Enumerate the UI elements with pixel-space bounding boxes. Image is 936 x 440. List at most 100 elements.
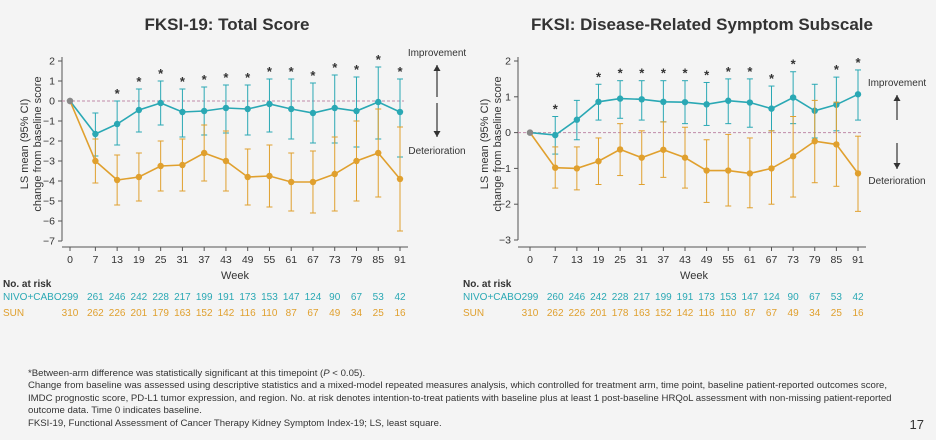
significance-star: * [704, 67, 710, 82]
footnote-significance: *Between-arm difference was statisticall… [28, 368, 366, 379]
y-tick-label: −4 [43, 176, 55, 188]
at-risk-count: 242 [590, 292, 607, 303]
y-tick-label: −1 [43, 116, 55, 128]
data-point [309, 178, 317, 186]
at-risk-count: 261 [87, 292, 104, 303]
at-risk-count: 260 [547, 292, 564, 303]
x-tick-label: 91 [852, 254, 864, 266]
data-point [375, 149, 382, 157]
x-tick-label: 7 [552, 254, 558, 266]
data-point [660, 98, 667, 106]
data-point [288, 105, 295, 113]
at-risk-count: 310 [62, 308, 79, 319]
at-risk-count: 49 [788, 308, 800, 319]
data-point [179, 161, 186, 169]
at-risk-count: 110 [261, 308, 277, 319]
significance-star: * [202, 72, 208, 87]
at-risk-row-label: SUN [463, 308, 484, 319]
series-sun [66, 97, 404, 232]
y-tick-label: −3 [499, 235, 511, 247]
at-risk-count: 152 [655, 308, 672, 319]
x-tick-label: 73 [329, 254, 341, 266]
y-tick-label: −2 [43, 136, 55, 148]
at-risk-count: 116 [699, 308, 715, 319]
data-point [746, 170, 754, 177]
data-point [725, 167, 732, 174]
data-point [92, 130, 99, 138]
at-risk-count: 34 [351, 308, 363, 319]
at-risk-count: 67 [766, 308, 778, 319]
arrow-up-icon [433, 65, 441, 71]
data-point [681, 154, 689, 161]
significance-star: * [553, 101, 559, 116]
data-point [573, 165, 581, 172]
at-risk-count: 299 [522, 292, 539, 303]
significance-star: * [245, 70, 251, 85]
data-point [331, 170, 338, 178]
x-tick-label: 49 [701, 254, 713, 266]
data-point [200, 107, 208, 115]
x-tick-label: 31 [177, 254, 189, 266]
series-line [529, 93, 859, 136]
at-risk-count: 246 [109, 292, 126, 303]
data-point [616, 146, 624, 153]
at-risk-count: 53 [831, 292, 843, 303]
x-tick-label: 43 [220, 254, 232, 266]
significance-star: * [332, 60, 338, 75]
x-tick-label: 61 [285, 254, 297, 266]
x-tick-label: 25 [155, 254, 167, 266]
data-point [638, 96, 645, 103]
data-point [92, 157, 99, 165]
data-point [789, 153, 797, 160]
data-point [222, 104, 230, 112]
arrow-down-icon [433, 131, 441, 137]
significance-star: * [267, 64, 273, 79]
at-risk-count: 226 [569, 308, 586, 319]
series-nivo-cabo [526, 69, 862, 155]
chart-title: FKSI: Disease-Related Symptom Subscale [531, 15, 873, 34]
improvement-label: Improvement [868, 78, 927, 89]
at-risk-count: 142 [677, 308, 694, 319]
at-risk-count: 199 [655, 292, 672, 303]
chart-title: FKSI-19: Total Score [145, 15, 310, 34]
x-tick-label: 25 [614, 254, 626, 266]
at-risk-count: 201 [131, 308, 148, 319]
at-risk-count: 228 [612, 292, 629, 303]
data-point [595, 98, 602, 106]
data-point [552, 131, 559, 139]
deterioration-label: Deterioration [868, 176, 925, 187]
arrow-down-icon [893, 163, 901, 169]
at-risk-count: 67 [809, 292, 821, 303]
at-risk-count: 201 [590, 308, 607, 319]
data-point [768, 165, 775, 172]
footnote-abbreviations: FKSI-19, Functional Assessment of Cancer… [28, 417, 442, 429]
at-risk-count: 49 [329, 308, 341, 319]
x-tick-label: 55 [264, 254, 276, 266]
y-tick-label: −5 [43, 196, 55, 208]
x-tick-label: 37 [198, 254, 210, 266]
at-risk-count: 310 [522, 308, 539, 319]
at-risk-count: 25 [831, 308, 843, 319]
arrow-up-icon [893, 95, 901, 101]
y-tick-label: −1 [499, 163, 511, 175]
at-risk-count: 42 [394, 292, 406, 303]
significance-star: * [726, 64, 732, 79]
at-risk-count: 67 [351, 292, 363, 303]
improvement-label: Improvement [408, 48, 467, 59]
chart-2: FKSI: Disease-Related Symptom Subscale 2 1… [463, 15, 926, 319]
y-tick-label: 1 [49, 76, 55, 88]
x-axis-label: Week [680, 270, 708, 282]
page-number: 17 [909, 417, 924, 432]
data-point [179, 108, 186, 116]
data-point [244, 105, 251, 113]
at-risk-count: 124 [763, 292, 780, 303]
at-risk-count: 53 [373, 292, 385, 303]
at-risk-count: 246 [569, 292, 586, 303]
footnotes: *Between-arm difference was statisticall… [28, 368, 898, 430]
data-point [200, 149, 208, 157]
y-tick-label: 0 [505, 127, 511, 139]
x-tick-label: 79 [809, 254, 821, 266]
y-tick-label: 2 [505, 56, 511, 68]
data-point [113, 176, 121, 184]
at-risk-count: 173 [698, 292, 715, 303]
